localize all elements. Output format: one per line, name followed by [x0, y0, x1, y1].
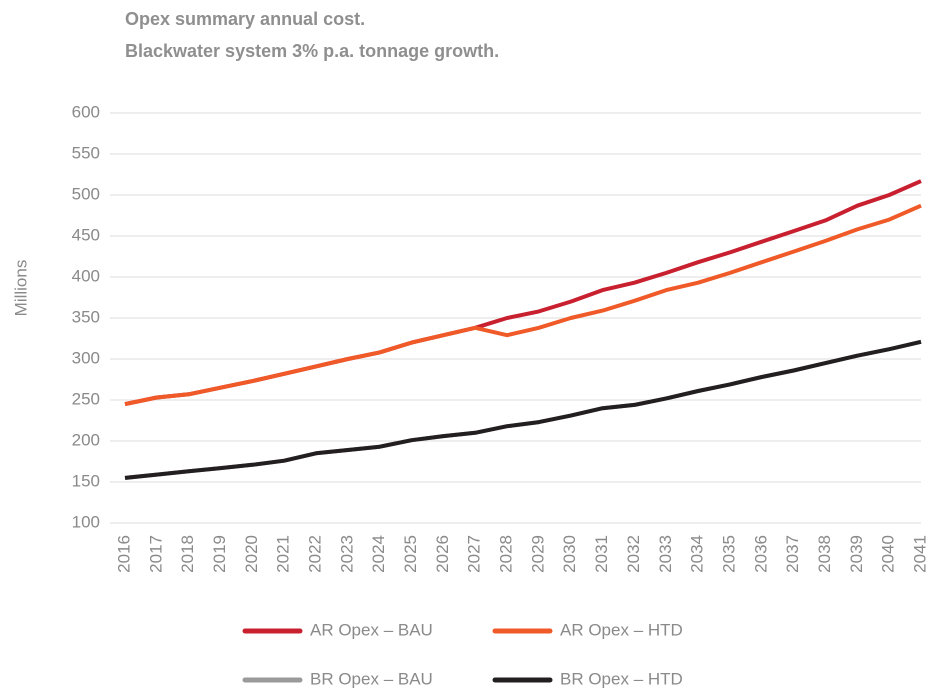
- y-tick-label: 150: [72, 471, 100, 490]
- legend-label: BR Opex – HTD: [560, 669, 683, 688]
- y-tick-label: 350: [72, 307, 100, 326]
- x-tick-label: 2033: [656, 535, 675, 573]
- x-tick-label: 2029: [528, 535, 547, 573]
- y-tick-label: 550: [72, 143, 100, 162]
- x-tick-label: 2017: [146, 535, 165, 573]
- x-tick-label: 2021: [274, 535, 293, 573]
- x-tick-label: 2019: [210, 535, 229, 573]
- chart-subtitle: Blackwater system 3% p.a. tonnage growth…: [125, 41, 499, 61]
- x-tick-label: 2036: [751, 535, 770, 573]
- legend-label: AR Opex – HTD: [560, 620, 683, 639]
- x-tick-label: 2023: [337, 535, 356, 573]
- legend-label: AR Opex – BAU: [310, 620, 433, 639]
- x-tick-label: 2026: [433, 535, 452, 573]
- x-tick-label: 2040: [879, 535, 898, 573]
- y-tick-label: 100: [72, 512, 100, 531]
- x-tick-label: 2039: [847, 535, 866, 573]
- x-tick-label: 2016: [114, 535, 133, 573]
- x-tick-label: 2041: [910, 535, 928, 573]
- y-axis-label: Millions: [11, 260, 30, 317]
- y-tick-label: 400: [72, 266, 100, 285]
- x-tick-label: 2024: [369, 535, 388, 573]
- series-line: [124, 203, 922, 407]
- x-tick-label: 2031: [592, 535, 611, 573]
- x-tick-label: 2030: [560, 535, 579, 573]
- x-tick-label: 2027: [465, 535, 484, 573]
- series-line: [124, 339, 922, 480]
- y-tick-label: 450: [72, 225, 100, 244]
- x-tick-label: 2025: [401, 535, 420, 573]
- y-tick-label: 200: [72, 430, 100, 449]
- x-tick-label: 2020: [242, 535, 261, 573]
- x-tick-label: 2022: [306, 535, 325, 573]
- y-tick-label: 500: [72, 184, 100, 203]
- x-tick-label: 2037: [783, 535, 802, 573]
- x-tick-label: 2038: [815, 535, 834, 573]
- y-tick-label: 250: [72, 389, 100, 408]
- series-line: [124, 339, 922, 480]
- x-tick-label: 2018: [178, 535, 197, 573]
- legend-label: BR Opex – BAU: [310, 669, 433, 688]
- chart-title: Opex summary annual cost.: [125, 9, 365, 29]
- x-tick-label: 2032: [624, 535, 643, 573]
- y-tick-label: 600: [72, 102, 100, 121]
- y-tick-label: 300: [72, 348, 100, 367]
- x-tick-label: 2035: [719, 535, 738, 573]
- x-tick-label: 2034: [688, 535, 707, 573]
- x-tick-label: 2028: [497, 535, 516, 573]
